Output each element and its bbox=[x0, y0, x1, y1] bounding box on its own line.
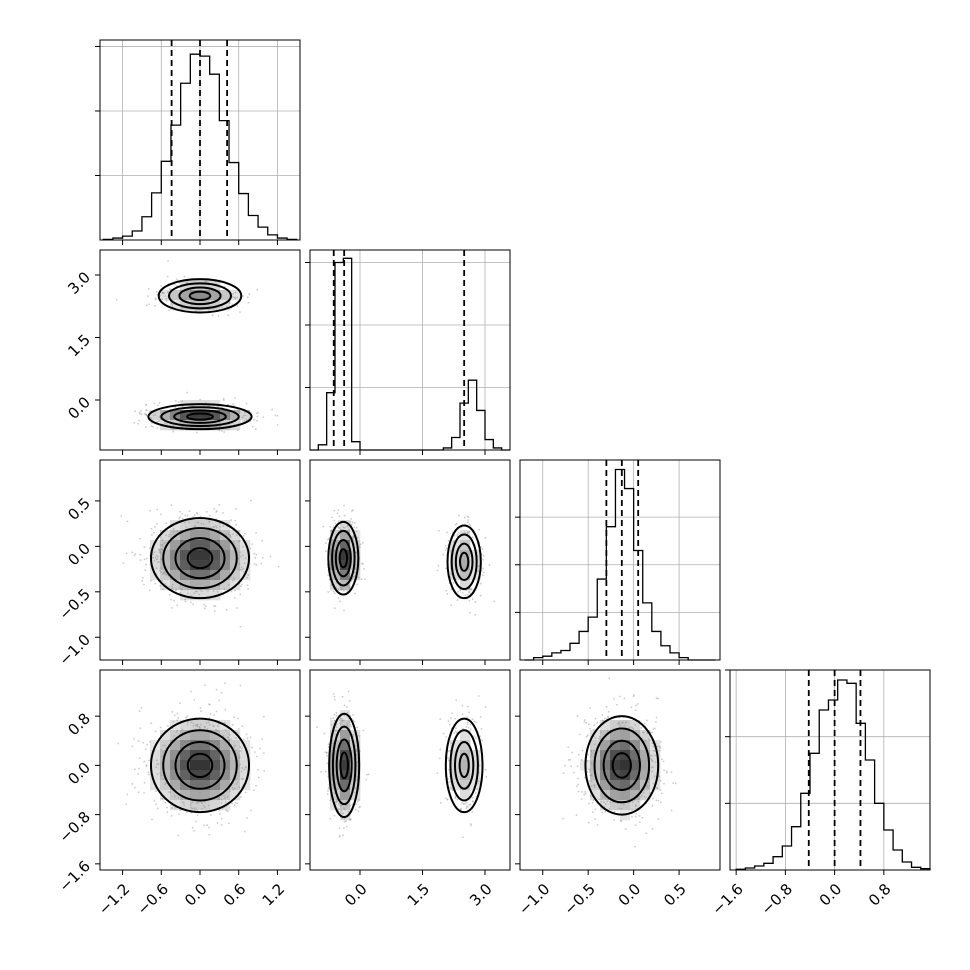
contour-3-1-1-0 bbox=[458, 752, 470, 779]
contour-3-0-0-3 bbox=[149, 717, 251, 814]
contour-3-2-0-3 bbox=[584, 715, 660, 816]
y-tick-label-2-3: 0.5 bbox=[64, 494, 94, 524]
panel-frame-3-2 bbox=[519, 669, 721, 871]
x-tick-label-1-2: 3.0 bbox=[466, 880, 496, 910]
density-panel-3-0 bbox=[95, 669, 301, 875]
y-tick-label-2-0: −1.0 bbox=[56, 631, 94, 669]
hist-3-frame bbox=[729, 669, 931, 871]
contour-2-1-1-1 bbox=[454, 542, 474, 582]
contour-3-1-0-0 bbox=[339, 751, 349, 780]
contour-1-0-1-1 bbox=[173, 409, 227, 424]
hist-2-frame bbox=[519, 459, 721, 661]
x-tick-label-3-0: −1.6 bbox=[708, 880, 746, 918]
density-pixels-2-0 bbox=[150, 520, 251, 601]
x-tick-label-0-0: −1.2 bbox=[95, 880, 133, 918]
density-contours-3-1 bbox=[328, 712, 484, 819]
x-tick-label-1-0: 0.0 bbox=[341, 880, 371, 910]
y-tick-label-1-0: 0.0 bbox=[64, 393, 94, 423]
hist-2-steps bbox=[524, 468, 716, 661]
density-panel-3-1 bbox=[305, 669, 511, 875]
panel-frame-3-1 bbox=[309, 669, 511, 871]
contour-3-0-0-2 bbox=[162, 729, 238, 802]
y-tick-label-2-2: 0.0 bbox=[64, 540, 94, 570]
panel-frame-2-1 bbox=[309, 459, 511, 661]
density-contours-2-0 bbox=[149, 517, 251, 600]
y-tick-label-1-1: 1.5 bbox=[64, 331, 94, 361]
contour-2-1-0-0 bbox=[338, 548, 349, 569]
density-panel-3-2 bbox=[515, 669, 721, 875]
density-contours-3-2 bbox=[584, 715, 660, 816]
hist-1-steps bbox=[310, 257, 510, 451]
contour-3-2-0-2 bbox=[593, 727, 651, 804]
x-tick-label-2-0: −1.0 bbox=[515, 880, 553, 918]
contour-3-1-1-3 bbox=[444, 717, 484, 814]
x-tick-label-3-3: 0.8 bbox=[865, 880, 895, 910]
y-tick-label-3-3: 0.8 bbox=[64, 709, 94, 739]
hist-3-steps bbox=[735, 679, 931, 870]
contour-2-1-1-3 bbox=[446, 524, 482, 600]
contour-3-1-0-1 bbox=[335, 738, 353, 793]
y-tick-label-3-0: −1.6 bbox=[56, 857, 94, 895]
y-tick-label-2-1: −0.5 bbox=[56, 585, 94, 623]
density-panel-2-0 bbox=[95, 459, 301, 665]
contour-2-0-0-2 bbox=[162, 527, 238, 590]
density-panel-2-1 bbox=[305, 459, 511, 665]
y-tick-label-3-1: −0.8 bbox=[56, 808, 94, 846]
y-tick-label-1-2: 3.0 bbox=[64, 268, 94, 298]
contour-1-0-1-2 bbox=[160, 406, 240, 428]
contour-1-0-0-3 bbox=[157, 278, 243, 314]
x-tick-label-1-1: 1.5 bbox=[404, 880, 434, 910]
hist-1-frame bbox=[309, 249, 511, 451]
density-contours-2-1 bbox=[327, 520, 482, 600]
x-tick-label-0-4: 1.2 bbox=[259, 880, 289, 910]
histogram-panel-1 bbox=[305, 249, 511, 455]
contour-1-0-0-2 bbox=[168, 282, 232, 310]
density-contours-1-0 bbox=[147, 278, 253, 431]
contour-3-1-0-3 bbox=[328, 712, 361, 819]
contour-1-0-0-0 bbox=[188, 290, 212, 301]
contour-3-0-0-0 bbox=[186, 752, 214, 779]
x-tick-label-2-2: 0.0 bbox=[615, 880, 645, 910]
x-tick-label-3-1: −0.8 bbox=[758, 880, 796, 918]
contour-2-1-1-0 bbox=[459, 551, 470, 572]
contour-1-0-1-0 bbox=[186, 412, 214, 421]
contour-2-0-0-0 bbox=[186, 547, 214, 570]
contour-2-1-1-2 bbox=[450, 533, 478, 591]
histogram-panel-3 bbox=[725, 669, 931, 875]
contour-2-1-0-1 bbox=[334, 539, 352, 578]
x-tick-label-0-1: −0.6 bbox=[134, 880, 172, 918]
y-tick-label-3-2: 0.0 bbox=[64, 759, 94, 789]
contour-2-0-0-1 bbox=[174, 537, 226, 580]
density-contours-3-0 bbox=[149, 717, 251, 814]
contour-3-1-1-1 bbox=[454, 741, 475, 790]
contour-1-0-1-3 bbox=[147, 403, 253, 431]
x-tick-label-0-2: 0.0 bbox=[181, 880, 211, 910]
contour-3-2-0-1 bbox=[602, 739, 642, 791]
contour-3-1-1-2 bbox=[449, 729, 479, 802]
x-tick-label-3-2: 0.0 bbox=[816, 880, 846, 910]
contour-1-0-0-1 bbox=[178, 286, 222, 306]
histogram-panel-0 bbox=[95, 39, 301, 245]
contour-2-1-0-2 bbox=[331, 529, 356, 587]
x-tick-label-2-1: −0.5 bbox=[560, 880, 598, 918]
x-tick-label-2-3: 0.5 bbox=[660, 880, 690, 910]
contour-3-0-0-1 bbox=[174, 741, 226, 790]
contour-3-2-0-0 bbox=[611, 752, 632, 779]
density-panel-1-0 bbox=[95, 249, 301, 455]
histogram-panel-2 bbox=[515, 459, 721, 665]
x-tick-label-0-3: 0.6 bbox=[220, 880, 250, 910]
contour-2-0-0-3 bbox=[149, 517, 251, 600]
contour-3-1-0-2 bbox=[331, 725, 357, 806]
contour-2-1-0-3 bbox=[327, 520, 360, 596]
